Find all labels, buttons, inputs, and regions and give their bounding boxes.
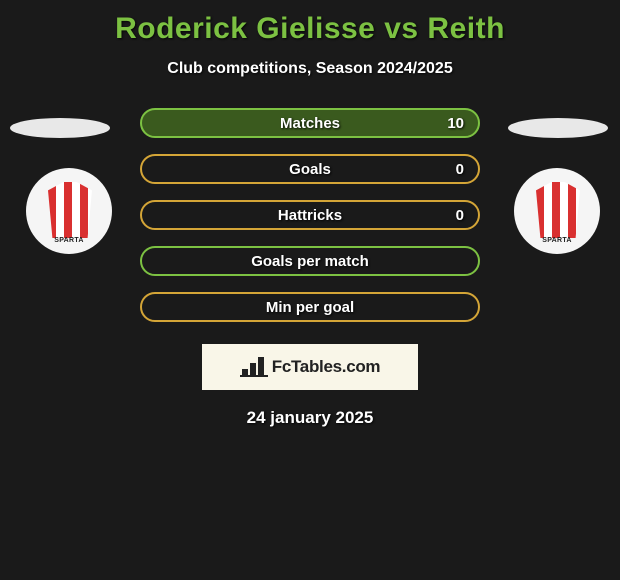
player-badge-right (508, 118, 608, 138)
stat-bar: Hattricks 0 (140, 200, 480, 230)
stat-bar-label: Min per goal (266, 299, 354, 316)
subtitle: Club competitions, Season 2024/2025 (0, 60, 620, 78)
stat-bar: Goals 0 (140, 154, 480, 184)
stat-bar-value: 0 (456, 207, 464, 224)
stat-bar-label: Matches (280, 115, 340, 132)
comparison-chart: Matches 10 Goals 0 Hattricks 0 Goals per match… (0, 108, 620, 338)
stat-bar-label: Goals (289, 161, 331, 178)
player-badge-left (10, 118, 110, 138)
stat-bar: Min per goal (140, 292, 480, 322)
bar-chart-icon (240, 357, 268, 377)
stat-bar: Matches 10 (140, 108, 480, 138)
stat-bar-value: 10 (447, 115, 464, 132)
stat-bar-value: 0 (456, 161, 464, 178)
stat-bars: Matches 10 Goals 0 Hattricks 0 Goals per match… (140, 108, 480, 338)
stat-bar-label: Goals per match (251, 253, 369, 270)
stat-bar-label: Hattricks (278, 207, 342, 224)
brand-box: FcTables.com (202, 344, 418, 390)
brand-text: FcTables.com (272, 357, 381, 377)
club-logo-right (514, 168, 600, 254)
club-logo-left (26, 168, 112, 254)
stat-bar: Goals per match (140, 246, 480, 276)
date-label: 24 january 2025 (0, 408, 620, 428)
page-title: Roderick Gielisse vs Reith (0, 0, 620, 46)
